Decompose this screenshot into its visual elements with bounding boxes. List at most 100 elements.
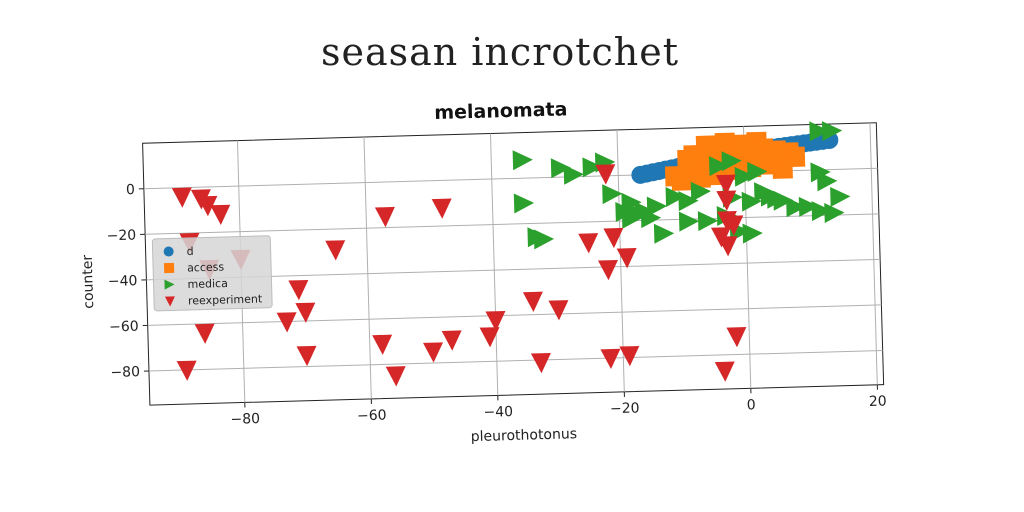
x-axis-label: pleurothotonus (471, 426, 578, 445)
legend-marker (163, 262, 175, 274)
page-title: seasan incrotchet (320, 30, 680, 74)
data-point (530, 352, 551, 374)
data-point (723, 215, 744, 236)
data-point (678, 211, 700, 232)
data-point (677, 149, 698, 171)
data-point (714, 361, 735, 382)
x-grid-line (363, 137, 372, 399)
x-tick-label: −80 (230, 411, 260, 428)
data-point (742, 223, 763, 244)
data-point (522, 291, 543, 312)
data-point (678, 191, 699, 212)
data-point (548, 300, 569, 321)
data-point (817, 171, 838, 192)
data-point (171, 187, 192, 208)
axis-ticks: −80 −60 −40 −20 0 20 0 −20 −40 −60 −80 (106, 182, 886, 428)
data-point (288, 280, 309, 301)
x-grid-line (869, 122, 878, 385)
data-point (533, 229, 555, 250)
y-grid-line (145, 213, 879, 235)
data-point (600, 348, 621, 370)
data-point (721, 151, 742, 172)
legend-marker (163, 246, 174, 257)
data-point (697, 211, 719, 232)
legend-label: medica (187, 277, 228, 291)
data-point (597, 259, 618, 281)
data-point (372, 334, 393, 355)
data-point (578, 233, 599, 254)
data-point (582, 157, 603, 178)
data-point (325, 240, 346, 261)
x-grid-line (489, 133, 499, 396)
data-point (602, 184, 623, 205)
legend-marker (164, 296, 175, 307)
y-tick-label: 0 (126, 182, 135, 198)
x-tick-label: −40 (483, 404, 513, 421)
data-point (726, 327, 747, 348)
data-point (616, 248, 637, 269)
data-point (441, 330, 462, 351)
data-point (640, 208, 662, 229)
y-tick-label: −80 (110, 364, 140, 381)
data-point (563, 164, 584, 185)
data-point (784, 146, 806, 168)
legend-box (151, 235, 273, 312)
data-point (810, 162, 831, 183)
y-tick-label: −20 (106, 228, 136, 245)
data-point (603, 227, 624, 249)
x-tick-label: 0 (747, 397, 756, 413)
data-point (821, 121, 843, 142)
data-point (747, 161, 768, 182)
data-point (798, 196, 820, 217)
data-point (665, 186, 686, 207)
legend-label: reexperiment (188, 292, 263, 307)
legend-label: access (187, 260, 225, 274)
x-tick-label: −60 (357, 408, 387, 425)
data-point (717, 236, 738, 257)
data-point (197, 195, 218, 217)
data-point (621, 208, 643, 229)
x-tick-label: −20 (610, 400, 640, 417)
data-point (715, 174, 736, 195)
y-axis-label: counter (80, 254, 98, 309)
data-point (513, 193, 535, 214)
data-point (194, 323, 215, 344)
data-point (773, 190, 794, 211)
data-point (485, 310, 506, 332)
y-grid-line (148, 349, 883, 372)
data-points (171, 121, 851, 387)
data-point (824, 203, 845, 224)
data-point (550, 158, 572, 179)
data-point (619, 345, 640, 367)
data-point (733, 134, 755, 155)
data-point (595, 164, 616, 185)
legend-label: d (186, 245, 193, 258)
data-point (653, 223, 675, 244)
data-point (385, 366, 406, 387)
data-point (786, 197, 807, 218)
series-access (664, 131, 806, 191)
data-point (621, 192, 642, 213)
legend-marker (164, 279, 175, 290)
data-point (754, 182, 775, 203)
data-point (830, 186, 851, 207)
data-point (431, 198, 452, 219)
data-point (296, 345, 317, 367)
data-point (765, 147, 787, 168)
data-point (809, 121, 830, 142)
data-point (690, 181, 711, 202)
data-point (811, 201, 832, 222)
data-point (374, 206, 395, 228)
data-point (716, 190, 737, 211)
y-grid-line (147, 304, 882, 326)
data-point (210, 204, 231, 225)
y-tick-label: −40 (108, 273, 138, 290)
data-point (646, 196, 668, 217)
data-point (741, 191, 762, 212)
chart-title: melanomata (434, 98, 568, 124)
y-tick-label: −60 (109, 319, 139, 336)
data-point (176, 360, 197, 381)
data-point (276, 312, 297, 333)
data-point (295, 302, 316, 323)
